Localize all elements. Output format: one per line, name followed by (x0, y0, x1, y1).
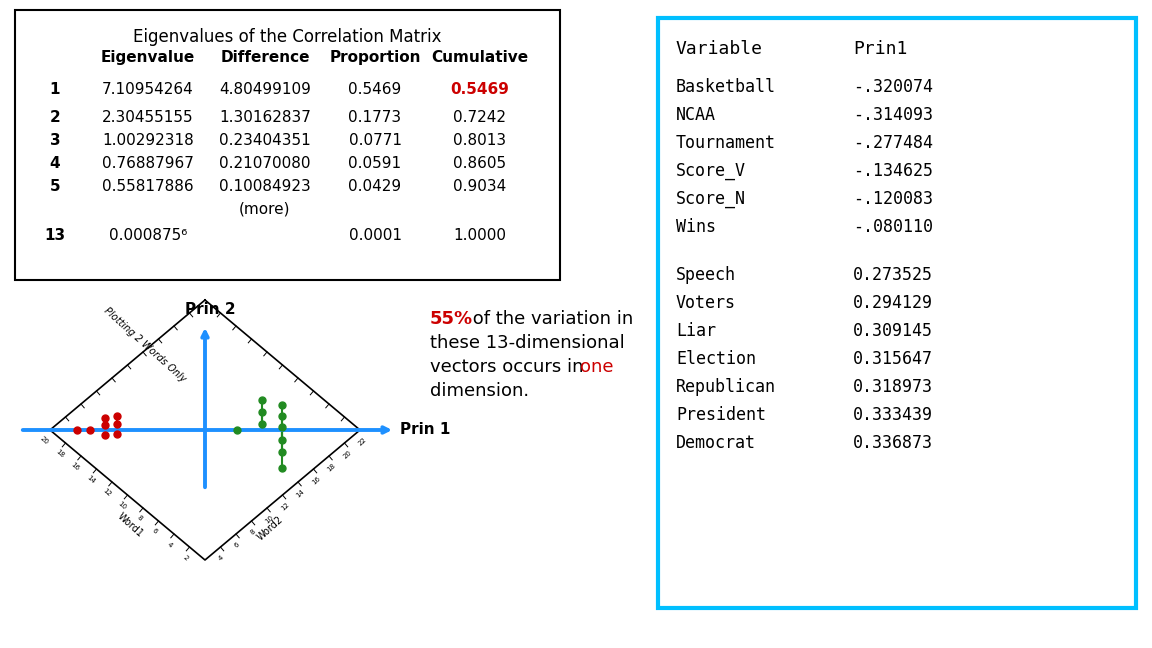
Text: these 13-dimensional: these 13-dimensional (430, 334, 624, 352)
Text: 5: 5 (50, 179, 60, 194)
Text: 55%: 55% (430, 310, 473, 328)
Text: Liar: Liar (676, 322, 717, 340)
Text: 4: 4 (50, 156, 60, 171)
Text: 10: 10 (116, 500, 127, 511)
Text: Voters: Voters (676, 294, 736, 312)
Text: 1.30162837: 1.30162837 (219, 110, 311, 125)
Text: 16: 16 (311, 475, 321, 486)
Text: 0.7242: 0.7242 (454, 110, 507, 125)
Text: 4: 4 (218, 555, 225, 562)
Text: -.120083: -.120083 (852, 190, 933, 208)
Text: Prin1: Prin1 (852, 40, 908, 58)
Text: 0.8013: 0.8013 (454, 133, 507, 148)
Text: Wins: Wins (676, 218, 717, 236)
Text: 18: 18 (326, 462, 336, 473)
Text: President: President (676, 406, 766, 424)
Text: dimension.: dimension. (430, 382, 529, 400)
Text: -.277484: -.277484 (852, 134, 933, 152)
Text: 0.10084923: 0.10084923 (219, 179, 311, 194)
Text: 2: 2 (182, 554, 189, 561)
Text: -.080110: -.080110 (852, 218, 933, 236)
Text: 0.21070080: 0.21070080 (219, 156, 311, 171)
Text: Score_V: Score_V (676, 162, 746, 180)
Text: vectors occurs in: vectors occurs in (430, 358, 590, 376)
Text: 10: 10 (264, 515, 275, 525)
Bar (15, 10, 560, 280)
Text: -.134625: -.134625 (852, 162, 933, 180)
Text: -.314093: -.314093 (852, 106, 933, 124)
Text: Basketball: Basketball (676, 78, 776, 96)
Text: 4.80499109: 4.80499109 (219, 82, 311, 97)
Text: 0.294129: 0.294129 (852, 294, 933, 312)
Text: 8: 8 (136, 515, 143, 522)
Text: 22: 22 (357, 436, 367, 446)
Text: 7.10954264: 7.10954264 (103, 82, 194, 97)
Text: 0.0771: 0.0771 (349, 133, 402, 148)
Text: of the variation in: of the variation in (467, 310, 634, 328)
Text: 0.309145: 0.309145 (852, 322, 933, 340)
Text: 2: 2 (50, 110, 60, 125)
Text: Prin 2: Prin 2 (184, 302, 235, 317)
Text: 14: 14 (295, 489, 306, 499)
Text: 0.9034: 0.9034 (454, 179, 507, 194)
Text: 8: 8 (249, 529, 256, 537)
Text: 14: 14 (85, 474, 97, 485)
Text: Plotting 2 Words Only: Plotting 2 Words Only (103, 306, 188, 384)
Text: Eigenvalues of the Correlation Matrix: Eigenvalues of the Correlation Matrix (134, 28, 441, 46)
Text: 0.0001: 0.0001 (349, 228, 402, 243)
Text: 6: 6 (233, 542, 241, 550)
Text: 2.30455155: 2.30455155 (103, 110, 194, 125)
Text: 12: 12 (280, 502, 290, 512)
Text: 0.76887967: 0.76887967 (103, 156, 194, 171)
Text: (more): (more) (240, 202, 290, 217)
Text: 18: 18 (54, 448, 66, 459)
Text: Word2: Word2 (255, 514, 285, 542)
Text: 0.315647: 0.315647 (852, 350, 933, 368)
Text: 0.23404351: 0.23404351 (219, 133, 311, 148)
Text: Eigenvalue: Eigenvalue (101, 50, 195, 65)
Text: Variable: Variable (676, 40, 763, 58)
Text: 3: 3 (50, 133, 60, 148)
Text: Speech: Speech (676, 266, 736, 284)
Text: 0.8605: 0.8605 (454, 156, 507, 171)
Text: one: one (579, 358, 614, 376)
Text: Election: Election (676, 350, 756, 368)
Text: 1: 1 (50, 82, 60, 97)
Text: NCAA: NCAA (676, 106, 717, 124)
Text: 12: 12 (101, 487, 112, 498)
Text: 0.5469: 0.5469 (450, 82, 509, 97)
Text: Prin 1: Prin 1 (400, 422, 450, 437)
Text: 16: 16 (70, 461, 81, 472)
Text: 0.5469: 0.5469 (348, 82, 402, 97)
Text: Difference: Difference (220, 50, 310, 65)
Text: 1.00292318: 1.00292318 (103, 133, 194, 148)
Text: Cumulative: Cumulative (432, 50, 529, 65)
Text: 20: 20 (342, 449, 353, 459)
Text: Tournament: Tournament (676, 134, 776, 152)
Text: 0.0429: 0.0429 (348, 179, 402, 194)
Text: Republican: Republican (676, 378, 776, 396)
Text: 0.1773: 0.1773 (348, 110, 402, 125)
Text: 0.0591: 0.0591 (348, 156, 402, 171)
Text: 4: 4 (167, 541, 174, 548)
Text: 0.336873: 0.336873 (852, 434, 933, 452)
Text: 20: 20 (39, 435, 50, 446)
Bar (658, 18, 1136, 608)
Text: 1.0000: 1.0000 (454, 228, 507, 243)
Text: 0.318973: 0.318973 (852, 378, 933, 396)
Text: 0.273525: 0.273525 (852, 266, 933, 284)
Text: 13: 13 (45, 228, 66, 243)
Text: Word1: Word1 (115, 511, 145, 539)
Text: Score_N: Score_N (676, 190, 746, 208)
Text: 0.333439: 0.333439 (852, 406, 933, 424)
Text: Proportion: Proportion (329, 50, 420, 65)
Text: 0.000875⁶: 0.000875⁶ (109, 228, 187, 243)
Text: Democrat: Democrat (676, 434, 756, 452)
Text: -.320074: -.320074 (852, 78, 933, 96)
Text: 6: 6 (151, 527, 158, 535)
Text: 0.55817886: 0.55817886 (103, 179, 194, 194)
